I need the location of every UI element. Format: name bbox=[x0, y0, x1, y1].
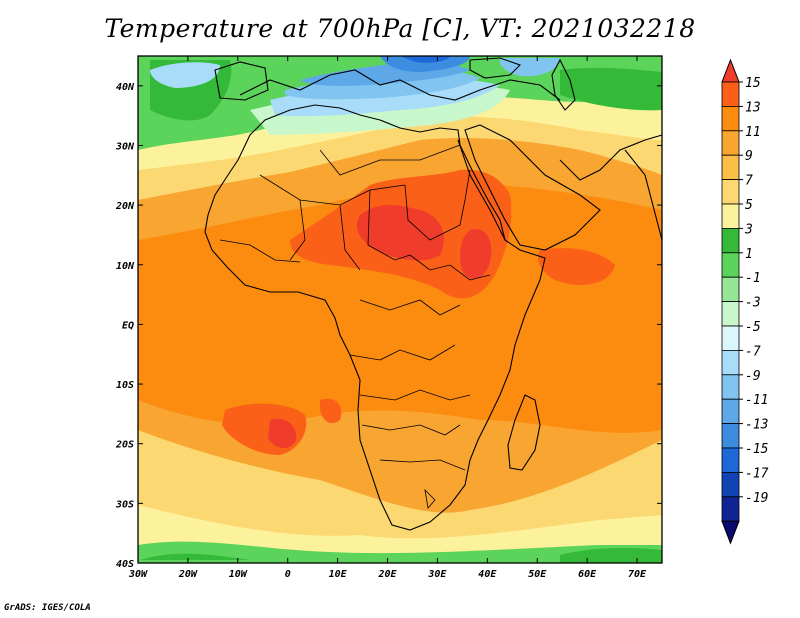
lon-tick-label: 10E bbox=[329, 569, 348, 580]
lon-tick-label: 30W bbox=[128, 569, 148, 580]
coastlines bbox=[204, 57, 662, 531]
colorbar-label: -15 bbox=[745, 442, 769, 457]
colorbar-swatch bbox=[721, 276, 740, 303]
colorbar-swatch bbox=[721, 496, 740, 522]
arabian-gulf bbox=[559, 134, 662, 181]
colorbar-swatch bbox=[721, 179, 740, 205]
colorbar-label: -17 bbox=[745, 466, 769, 481]
africa-coastline bbox=[204, 104, 546, 531]
colorbar-label: 9 bbox=[745, 149, 753, 164]
plot-frame bbox=[137, 55, 663, 564]
lat-tick-label: 10S bbox=[116, 380, 134, 391]
colorbar-swatch bbox=[721, 227, 740, 254]
colorbar-swatch bbox=[721, 325, 740, 351]
longitude-axis: 30W 20W 10W 0 10E 20E 30E 40E 50E 60E 70E bbox=[128, 56, 647, 580]
lon-tick-label: 40E bbox=[478, 569, 497, 580]
colorbar-swatch bbox=[721, 301, 740, 327]
colorbar-swatch bbox=[721, 423, 740, 449]
lat-tick-label: 40N bbox=[116, 82, 135, 93]
lon-tick-label: 60E bbox=[578, 569, 597, 580]
colorbar-swatch bbox=[721, 106, 740, 132]
colorbar-legend: 15 13 11 9 7 5 3 1 -1 -3 -5 -7 -9 -11 -13 -15 -17 -19 bbox=[721, 58, 769, 545]
lon-tick-label: 10W bbox=[229, 569, 248, 580]
lon-tick-label: 20W bbox=[178, 569, 198, 580]
field-tropics-orange bbox=[138, 183, 662, 433]
colorbar-swatch bbox=[721, 349, 740, 376]
lat-tick-label: 40S bbox=[116, 559, 134, 570]
colorbar-label: 7 bbox=[745, 174, 753, 189]
colorbar-label: -1 bbox=[745, 271, 761, 286]
colorbar-swatch bbox=[721, 130, 740, 156]
colorbar-label: 15 bbox=[745, 76, 761, 91]
iberia-coast bbox=[214, 61, 269, 101]
colorbar-swatch bbox=[721, 471, 740, 498]
colorbar-label: -5 bbox=[745, 320, 761, 335]
colorbar-top-arrow bbox=[721, 58, 740, 83]
colorbar-label: 5 bbox=[745, 198, 753, 213]
colorbar-swatch bbox=[721, 374, 740, 400]
field-south-green bbox=[138, 541, 662, 563]
lat-tick-label: 20N bbox=[115, 201, 135, 212]
country-borders bbox=[219, 144, 491, 509]
colorbar-swatch bbox=[721, 398, 740, 425]
colorbar-label: -9 bbox=[745, 369, 761, 384]
credit-text: GrADS: IGES/COLA bbox=[4, 603, 91, 613]
colorbar-bottom-arrow bbox=[721, 520, 740, 545]
colorbar-label: -11 bbox=[745, 393, 768, 408]
lon-tick-label: 0 bbox=[285, 569, 291, 580]
colorbar-label: -13 bbox=[745, 418, 768, 433]
colorbar-swatch bbox=[721, 447, 740, 473]
india-coast bbox=[624, 149, 662, 241]
colorbar-label: 1 bbox=[745, 247, 753, 262]
blacksea-coast bbox=[469, 57, 522, 79]
caspian-coast bbox=[551, 58, 576, 111]
latitude-axis: 40N 30N 20N 10N EQ 10S 20S 30S 40S bbox=[115, 82, 662, 570]
colorbar-label: -19 bbox=[745, 491, 768, 506]
map-title: Temperature at 700hPa [C], VT: 202103221… bbox=[104, 14, 696, 43]
arabia-coast bbox=[464, 124, 601, 251]
colorbar-swatch bbox=[721, 81, 740, 107]
colorbar-swatch bbox=[721, 203, 740, 229]
lat-tick-label: 10N bbox=[116, 261, 135, 272]
colorbar-swatch bbox=[721, 252, 740, 278]
lon-tick-label: 30E bbox=[427, 569, 447, 580]
lat-tick-label: EQ bbox=[122, 320, 134, 331]
temperature-field bbox=[138, 56, 662, 563]
lat-tick-label: 30N bbox=[115, 141, 135, 152]
red-sea bbox=[457, 139, 506, 241]
colorbar-label: -3 bbox=[745, 296, 761, 311]
colorbar-label: 3 bbox=[744, 222, 753, 237]
colorbar-label: -7 bbox=[745, 344, 761, 359]
europe-coast bbox=[239, 69, 561, 101]
colorbar-label: 13 bbox=[745, 100, 761, 115]
colorbar-swatch bbox=[721, 154, 740, 180]
colorbar-label: 11 bbox=[745, 125, 761, 140]
lon-tick-label: 20E bbox=[377, 569, 397, 580]
lon-tick-label: 50E bbox=[528, 569, 547, 580]
lon-tick-label: 70E bbox=[628, 569, 647, 580]
lat-tick-label: 30S bbox=[115, 499, 134, 510]
lat-tick-label: 20S bbox=[115, 440, 134, 451]
madagascar-coast bbox=[507, 394, 541, 471]
